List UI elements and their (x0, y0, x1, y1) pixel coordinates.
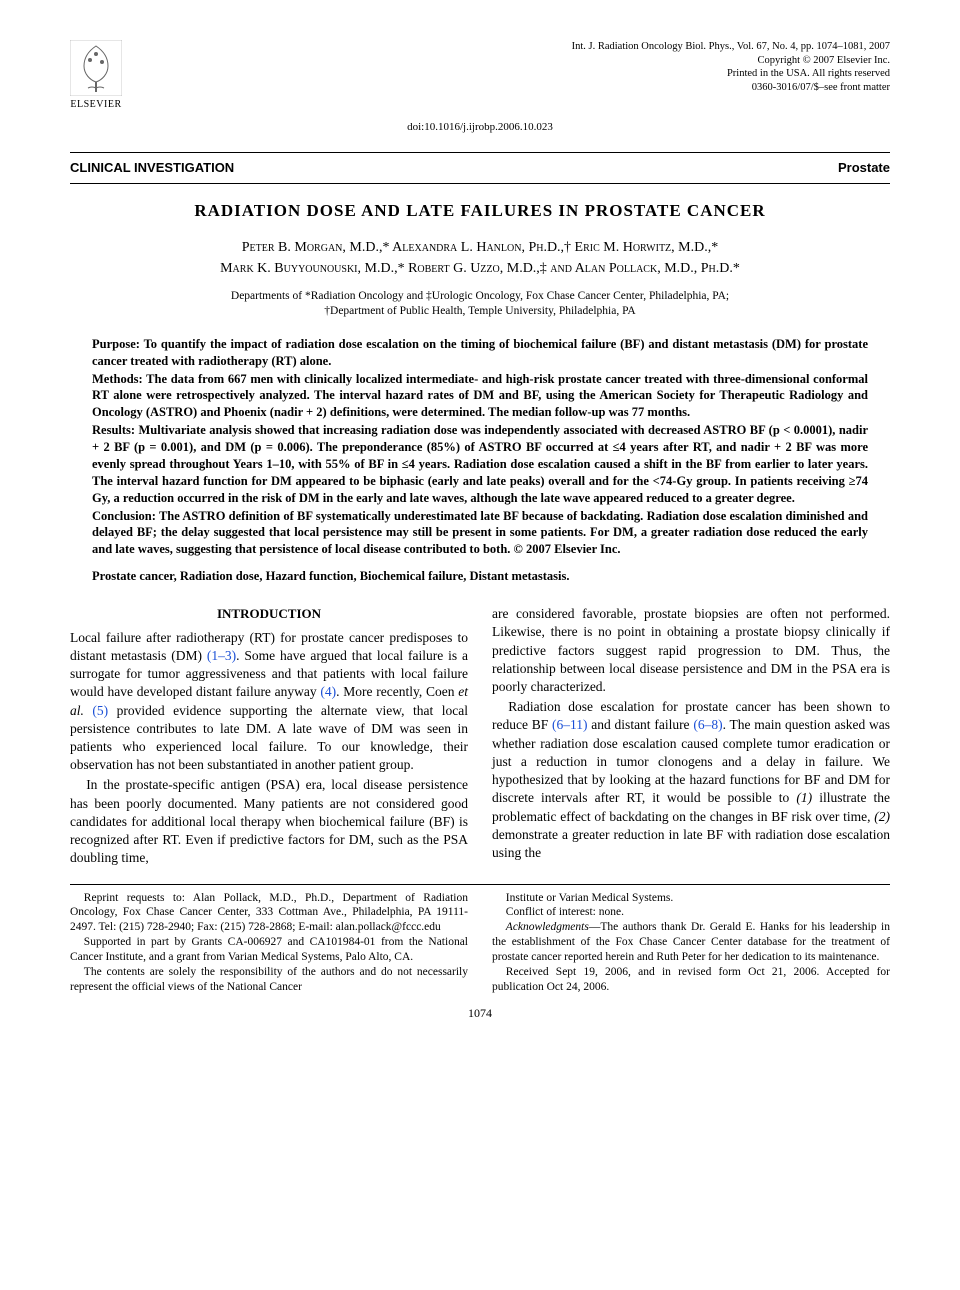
authors-line: Peter B. Morgan, M.D.,* Alexandra L. Han… (70, 237, 890, 258)
abstract-purpose: To quantify the impact of radiation dose… (92, 337, 868, 368)
affiliation-line: †Department of Public Health, Temple Uni… (70, 304, 890, 320)
article-title: RADIATION DOSE AND LATE FAILURES IN PROS… (70, 200, 890, 223)
intro-heading: INTRODUCTION (70, 605, 468, 623)
section-header: CLINICAL INVESTIGATION Prostate (70, 153, 890, 183)
section-topic: Prostate (838, 159, 890, 177)
authors-line: Mark K. Buyyounouski, M.D.,* Robert G. U… (70, 258, 890, 279)
affiliations: Departments of *Radiation Oncology and ‡… (70, 289, 890, 320)
footnote: Received Sept 19, 2006, and in revised f… (492, 965, 890, 995)
journal-line: Int. J. Radiation Oncology Biol. Phys., … (572, 40, 890, 54)
footnote: Conflict of interest: none. (492, 905, 890, 920)
publisher-logo: ELSEVIER (70, 40, 122, 112)
body-paragraph: Local failure after radiotherapy (RT) fo… (70, 629, 468, 775)
citation-link[interactable]: (1–3) (207, 648, 236, 663)
elsevier-tree-icon (70, 40, 122, 96)
abstract-conclusion: The ASTRO definition of BF systematicall… (92, 509, 868, 557)
citation-link[interactable]: (4) (320, 684, 336, 699)
abstract-results: Multivariate analysis showed that increa… (92, 423, 868, 505)
abstract-results-label: Results: (92, 423, 135, 437)
footnote: The contents are solely the responsibili… (70, 965, 468, 995)
footnote: Reprint requests to: Alan Pollack, M.D.,… (70, 891, 468, 936)
doi: doi:10.1016/j.ijrobp.2006.10.023 (70, 120, 890, 135)
journal-info: Int. J. Radiation Oncology Biol. Phys., … (572, 40, 890, 95)
abstract-purpose-label: Purpose: (92, 337, 140, 351)
ack-label: Acknowledgments (506, 921, 589, 933)
body-paragraph: Radiation dose escalation for prostate c… (492, 698, 890, 862)
keywords: Prostate cancer, Radiation dose, Hazard … (70, 568, 890, 585)
journal-line: Copyright © 2007 Elsevier Inc. (572, 54, 890, 68)
citation-link[interactable]: (6–11) (552, 717, 588, 732)
body-text: INTRODUCTION Local failure after radioth… (70, 605, 890, 867)
section-type: CLINICAL INVESTIGATION (70, 159, 234, 177)
citation-link[interactable]: (5) (92, 703, 108, 718)
journal-line: Printed in the USA. All rights reserved (572, 67, 890, 81)
abstract: Purpose: To quantify the impact of radia… (70, 336, 890, 558)
citation-link[interactable]: (6–8) (693, 717, 722, 732)
abstract-methods-label: Methods: (92, 372, 143, 386)
footnote: Acknowledgments—The authors thank Dr. Ge… (492, 920, 890, 965)
rule-bottom (70, 183, 890, 184)
publisher-name: ELSEVIER (70, 98, 121, 112)
journal-line: 0360-3016/07/$–see front matter (572, 81, 890, 95)
page-header: ELSEVIER Int. J. Radiation Oncology Biol… (70, 40, 890, 112)
body-paragraph: are considered favorable, prostate biops… (492, 605, 890, 696)
footnote: Institute or Varian Medical Systems. (492, 891, 890, 906)
abstract-conclusion-label: Conclusion: (92, 509, 156, 523)
footnotes: Reprint requests to: Alan Pollack, M.D.,… (70, 884, 890, 996)
authors: Peter B. Morgan, M.D.,* Alexandra L. Han… (70, 237, 890, 279)
body-paragraph: In the prostate-specific antigen (PSA) e… (70, 776, 468, 867)
abstract-methods: The data from 667 men with clinically lo… (92, 372, 868, 420)
page-number: 1074 (70, 1005, 890, 1021)
affiliation-line: Departments of *Radiation Oncology and ‡… (70, 289, 890, 305)
footnote: Supported in part by Grants CA-006927 an… (70, 935, 468, 965)
